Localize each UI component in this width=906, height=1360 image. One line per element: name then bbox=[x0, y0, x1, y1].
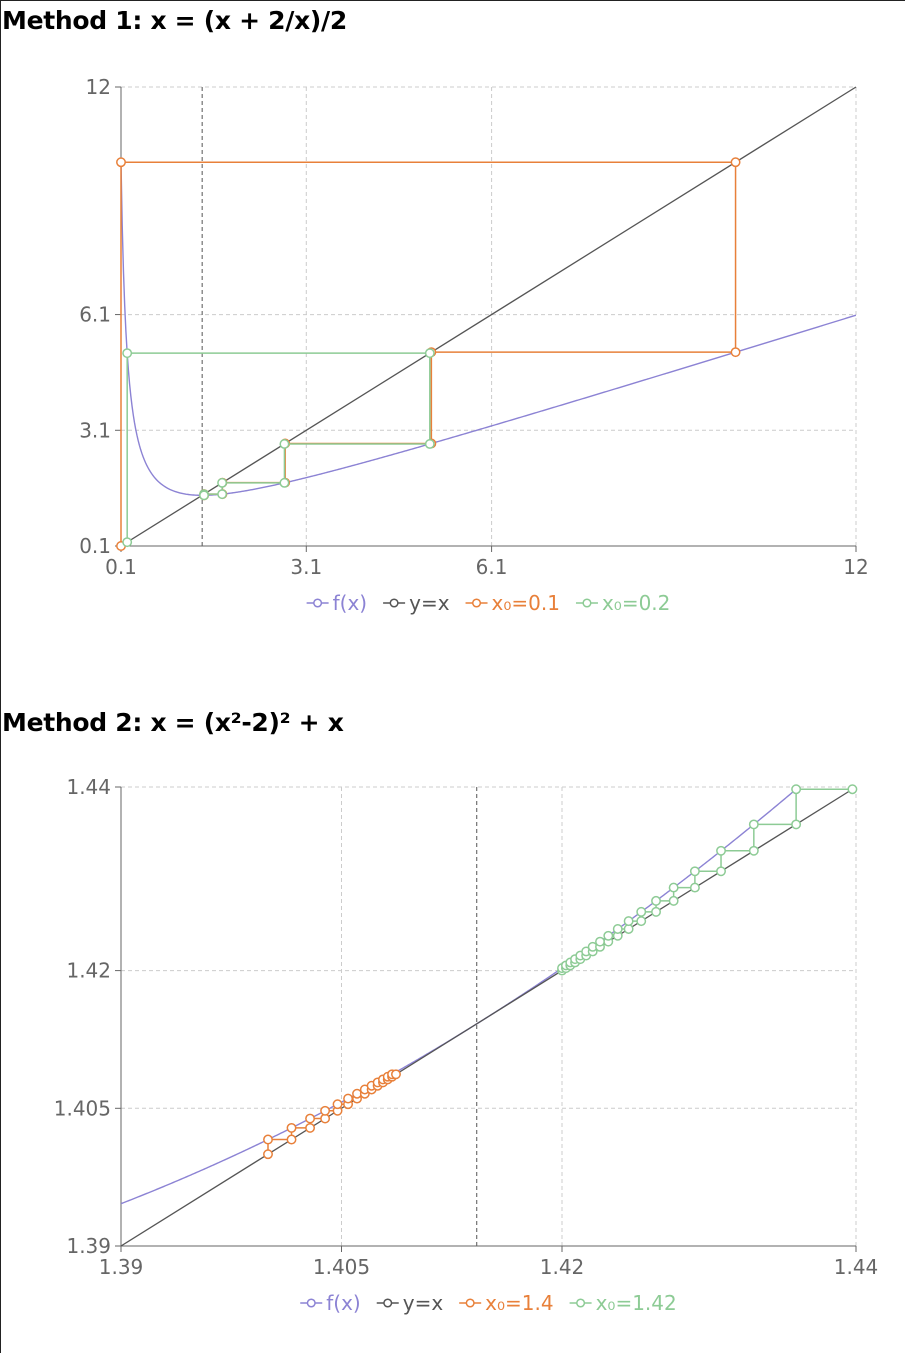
legend-swatch-marker bbox=[582, 598, 592, 608]
cobweb-point bbox=[748, 819, 759, 830]
cobweb-point bbox=[286, 1134, 297, 1145]
cobweb-point bbox=[199, 490, 209, 501]
cobweb-point bbox=[391, 1069, 401, 1080]
x-tick-label: 3.1 bbox=[290, 555, 322, 579]
legend: f(x) y=x x₀=1.4 x₀=1.42 bbox=[300, 1291, 677, 1315]
y-tick-label: 1.405 bbox=[54, 1096, 111, 1120]
legend-label: x₀=0.2 bbox=[602, 591, 670, 615]
cobweb-point bbox=[263, 1149, 273, 1160]
legend-swatch-marker bbox=[306, 1298, 316, 1308]
cobweb-point bbox=[636, 906, 647, 917]
series-identity-line bbox=[120, 786, 857, 1247]
legend-label: f(x) bbox=[326, 1291, 360, 1315]
cobweb-point bbox=[748, 845, 759, 856]
legend: f(x) y=x x₀=0.1 x₀=0.2 bbox=[306, 591, 670, 615]
cobweb-point bbox=[623, 916, 634, 927]
y-tick-label: 1.42 bbox=[66, 959, 111, 983]
legend-label: y=x bbox=[409, 591, 450, 615]
legend-swatch-marker bbox=[313, 598, 323, 608]
y-tick-label: 3.1 bbox=[79, 418, 111, 442]
cobweb-point bbox=[286, 1122, 297, 1133]
cobweb-point bbox=[730, 347, 741, 358]
legend-swatch-marker bbox=[383, 1298, 393, 1308]
chart-2-plot: 1.39 1.405 1.42 1.44 1.39 1.405 1.42 1.44 f(x) y=… bbox=[54, 775, 879, 1315]
series-fx-curve bbox=[121, 787, 800, 1205]
x-tick-label: 1.405 bbox=[313, 1255, 370, 1279]
cobweb-point bbox=[612, 924, 623, 934]
cobweb-point bbox=[279, 438, 290, 449]
series-cobweb-path bbox=[126, 352, 431, 543]
x-tick-label: 0.1 bbox=[105, 555, 137, 579]
legend-label: f(x) bbox=[333, 591, 367, 615]
legend-swatch-marker bbox=[471, 598, 482, 608]
cobweb-point bbox=[320, 1105, 331, 1116]
y-tick-label: 0.1 bbox=[79, 534, 111, 558]
x-tick-label: 6.1 bbox=[476, 555, 508, 579]
x-tick-label: 1.42 bbox=[540, 1255, 585, 1279]
y-tick-label: 1.44 bbox=[66, 775, 111, 799]
cobweb-point bbox=[668, 882, 679, 893]
series-identity-line bbox=[120, 86, 857, 547]
x-tick-label: 1.39 bbox=[99, 1255, 144, 1279]
legend-swatch-marker bbox=[465, 1298, 475, 1308]
cobweb-point bbox=[603, 930, 614, 941]
cobweb-point bbox=[217, 489, 228, 500]
cobweb-point bbox=[716, 845, 726, 856]
cobweb-point bbox=[305, 1122, 316, 1133]
cobweb-point bbox=[332, 1099, 343, 1110]
cobweb-point bbox=[689, 866, 700, 877]
cobweb-point bbox=[716, 866, 726, 877]
legend-swatch-marker bbox=[576, 1298, 586, 1308]
chart-1-plot: 0.1 3.1 6.1 12 0.1 3.1 6.1 12 f(x) y=x x₀=0.1 x₀=0.… bbox=[79, 75, 869, 615]
cobweb-point bbox=[689, 882, 700, 893]
cobweb-point bbox=[263, 1134, 273, 1145]
y-tick-label: 1.39 bbox=[66, 1234, 111, 1258]
legend-label: x₀=1.42 bbox=[596, 1291, 677, 1315]
series-fx-curve bbox=[121, 162, 856, 497]
chart-2-title: Method 2: x = (x²-2)² + x bbox=[2, 708, 344, 737]
cobweb-point bbox=[217, 477, 228, 488]
legend-label: y=x bbox=[403, 1291, 444, 1315]
y-tick-label: 6.1 bbox=[79, 303, 111, 327]
cobweb-point bbox=[651, 895, 661, 906]
y-tick-label: 12 bbox=[86, 75, 111, 99]
legend-label: x₀=0.1 bbox=[492, 591, 560, 615]
legend-label: x₀=1.4 bbox=[485, 1291, 553, 1315]
cobweb-point bbox=[791, 819, 802, 830]
chart-1-title: Method 1: x = (x + 2/x)/2 bbox=[2, 6, 347, 35]
cobweb-point bbox=[343, 1093, 354, 1104]
cobweb-point bbox=[424, 348, 435, 359]
cobweb-point bbox=[847, 784, 858, 795]
cobweb-point bbox=[636, 916, 647, 927]
cobweb-point bbox=[668, 895, 679, 906]
cobweb-point bbox=[122, 348, 133, 359]
cobweb-point bbox=[279, 477, 290, 488]
cobweb-point bbox=[116, 157, 126, 168]
cobweb-point bbox=[595, 936, 605, 947]
x-tick-label: 1.44 bbox=[834, 1255, 879, 1279]
cobweb-point bbox=[305, 1113, 316, 1124]
cobweb-point bbox=[730, 157, 741, 168]
x-tick-label: 12 bbox=[843, 555, 868, 579]
cobweb-point bbox=[424, 438, 435, 449]
cobweb-point bbox=[651, 906, 661, 917]
legend-swatch-marker bbox=[389, 598, 399, 608]
cobweb-point bbox=[791, 784, 802, 795]
cobweb-point bbox=[122, 537, 133, 548]
